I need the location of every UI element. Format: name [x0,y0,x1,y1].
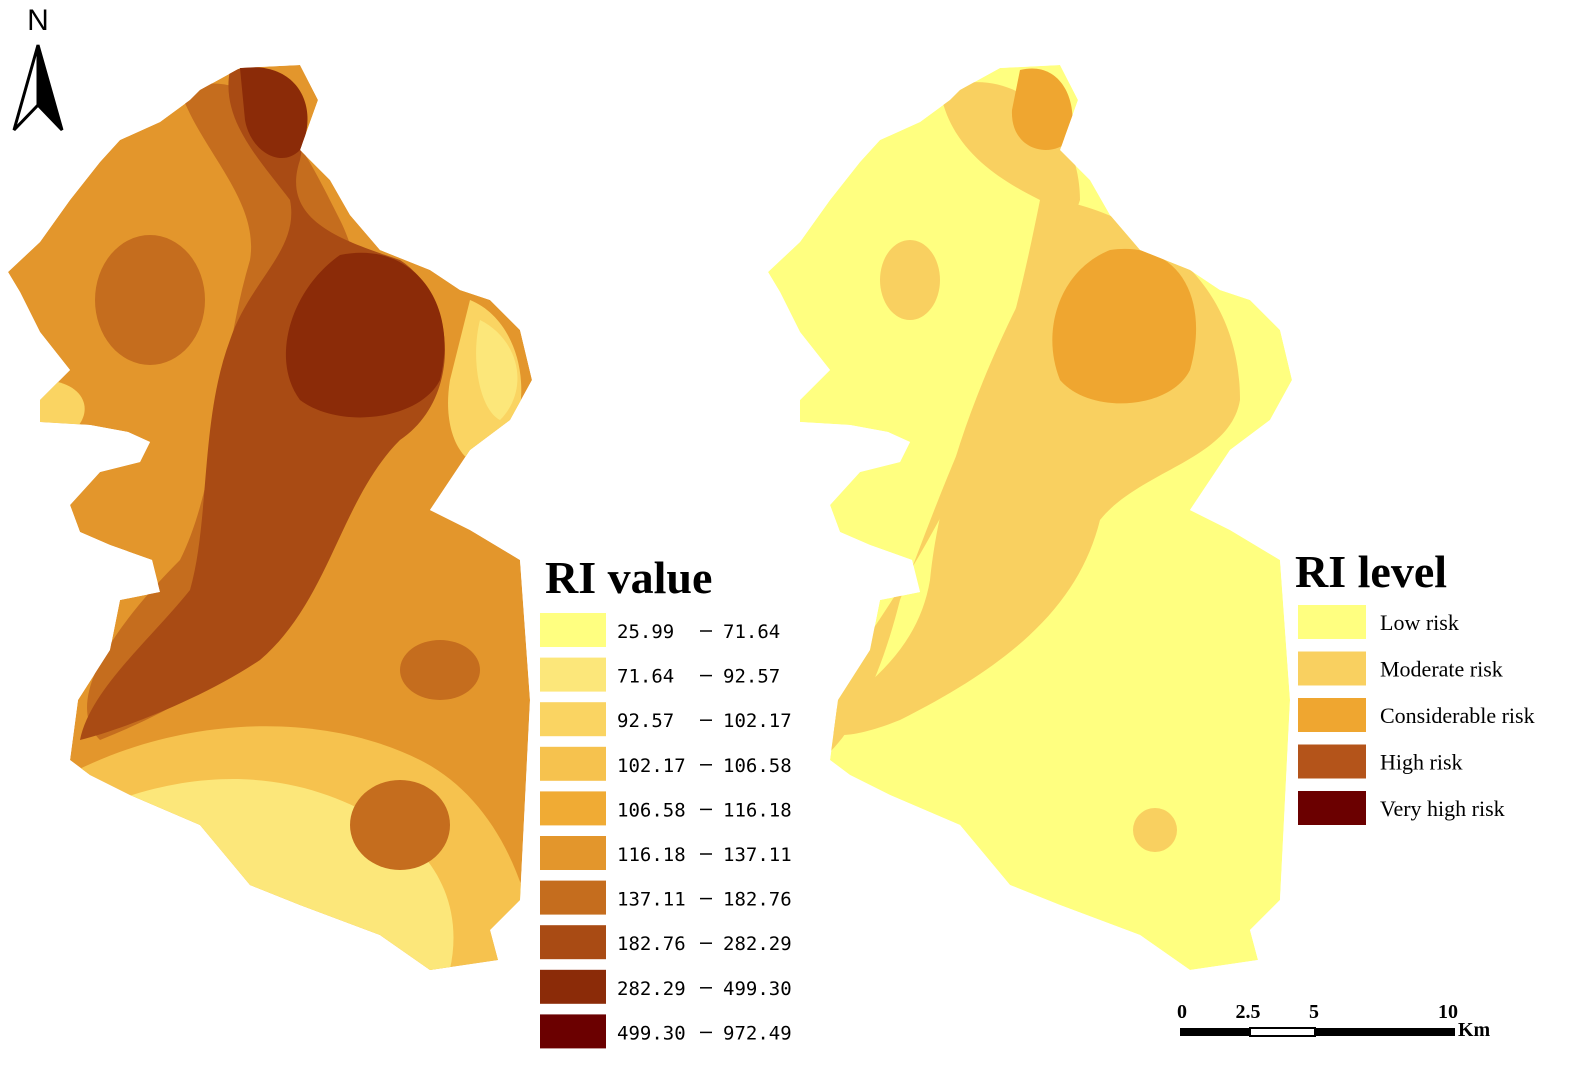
range-from: 71.64 [617,666,674,688]
legend-swatch [540,925,606,960]
range-from: 182.76 [617,933,686,955]
legend-swatch [540,791,606,826]
range-to: 499.30 [723,978,792,1000]
north-label: N [27,4,49,37]
legend-swatch [540,880,606,915]
range-to: 116.18 [723,799,792,821]
scale-bar: 0 2.5 5 10 Km [1177,1001,1491,1041]
range-from: 25.99 [617,621,674,643]
range-to: 71.64 [723,621,780,643]
range-from: 106.58 [617,799,686,821]
scale-unit: Km [1458,1019,1491,1041]
range-from: 137.11 [617,889,686,911]
legend-title: RI value [545,552,712,603]
legend-swatch [1298,651,1366,686]
legend-label: Considerable risk [1380,703,1535,728]
north-arrow: N [12,4,64,132]
scale-label: 2.5 [1236,1001,1261,1023]
scale-label: 10 [1438,1001,1458,1023]
legend-swatch [540,969,606,1004]
legend-swatch [540,836,606,870]
legend-swatch [540,1014,606,1049]
scale-label: 5 [1309,1001,1319,1023]
legend-swatch [1298,744,1366,779]
legend-label: Low risk [1380,610,1459,635]
range-from: 102.17 [617,755,686,777]
ri-level-map [768,65,1292,970]
legend-label: High risk [1380,750,1463,775]
range-to: 282.29 [723,933,792,955]
legend-label: Moderate risk [1380,657,1503,682]
range-to: 92.57 [723,666,780,688]
range-to: 182.76 [723,889,792,911]
legend-swatch [1298,698,1366,732]
legend: 25.99 71.64 71.64 92.57 92.57 102.17 102.17 106… [540,613,792,1049]
legend-label: Very high risk [1380,796,1505,821]
legend-swatch [540,746,606,781]
range-from: 92.57 [617,710,674,732]
legend-swatch [1298,791,1366,825]
legend-title: RI level [1295,546,1447,597]
legend: Low risk Moderate risk Considerable risk Hi… [1298,605,1535,825]
legend-swatch [540,613,606,647]
range-from: 499.30 [617,1022,686,1044]
scale-label: 0 [1177,1001,1187,1023]
range-to: 972.49 [723,1022,792,1044]
legend-swatch [1298,605,1366,639]
range-to: 106.58 [723,755,792,777]
range-from: 116.18 [617,844,686,866]
legend-swatch [540,702,606,737]
range-to: 102.17 [723,710,792,732]
range-from: 282.29 [617,978,686,1000]
ri-value-map [8,65,532,970]
legend-swatch [540,657,606,692]
range-to: 137.11 [723,844,792,866]
